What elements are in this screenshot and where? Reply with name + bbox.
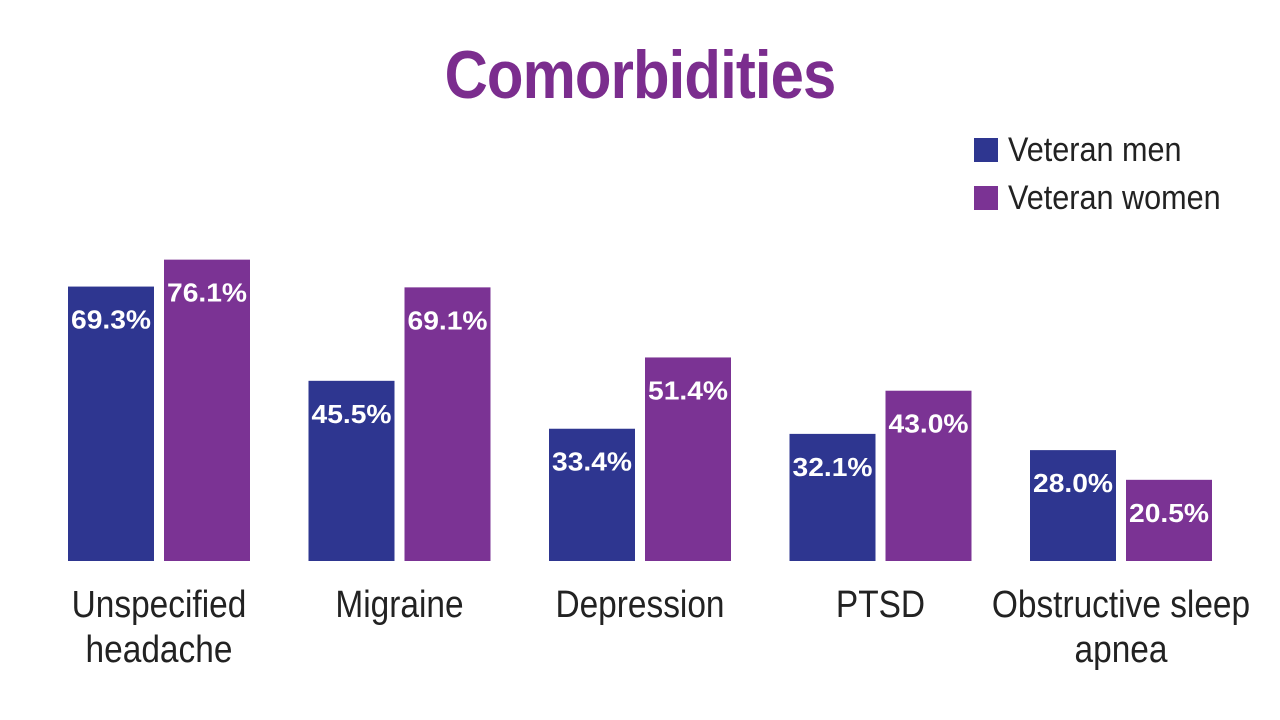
- category-label-4-line-0: Obstructive sleep: [992, 583, 1250, 625]
- legend-item-women: Veteran women: [974, 174, 1244, 222]
- bar-men-4: [1030, 450, 1116, 561]
- category-label-2-line-0: Depression: [555, 583, 724, 625]
- bar-women-2: [645, 357, 731, 561]
- bar-women-0: [164, 259, 250, 561]
- legend: Veteran men Veteran women: [974, 126, 1244, 222]
- data-label-men-1: 45.5%: [312, 399, 392, 429]
- data-label-men-4: 28.0%: [1033, 468, 1113, 498]
- legend-label-men: Veteran men: [1008, 130, 1182, 169]
- legend-label-women: Veteran women: [1008, 178, 1221, 217]
- data-label-men-3: 32.1%: [793, 452, 873, 482]
- data-label-women-4: 20.5%: [1129, 498, 1209, 528]
- category-label-4-line-1: apnea: [1075, 628, 1168, 670]
- category-label-1-line-0: Migraine: [335, 583, 463, 625]
- bar-men-3: [789, 433, 876, 561]
- bar-men-1: [308, 380, 395, 561]
- bar-women-4: [1126, 479, 1212, 561]
- legend-swatch-men: [974, 138, 998, 162]
- legend-item-men: Veteran men: [974, 126, 1244, 174]
- data-label-women-3: 43.0%: [889, 409, 969, 439]
- data-label-men-2: 33.4%: [552, 447, 632, 477]
- bar-men-0: [68, 286, 154, 561]
- chart-title: Comorbidities: [444, 37, 837, 113]
- category-label-3-line-0: PTSD: [836, 583, 925, 625]
- bar-men-2: [549, 428, 635, 561]
- data-label-women-1: 69.1%: [408, 305, 488, 335]
- category-label-0-line-1: headache: [86, 628, 233, 670]
- data-label-women-0: 76.1%: [167, 278, 247, 308]
- data-label-men-0: 69.3%: [71, 305, 151, 335]
- data-label-women-2: 51.4%: [648, 375, 728, 405]
- bar-women-1: [404, 287, 491, 561]
- legend-swatch-women: [974, 186, 998, 210]
- bar-women-3: [885, 390, 972, 561]
- category-label-0-line-0: Unspecified: [72, 583, 247, 625]
